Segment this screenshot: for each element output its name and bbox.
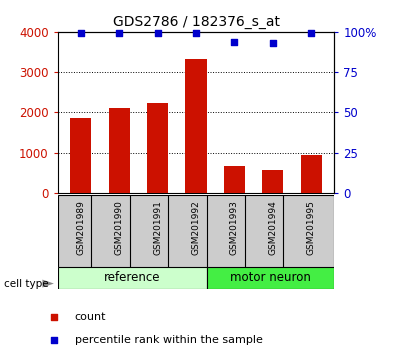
Point bbox=[78, 31, 84, 36]
Text: motor neuron: motor neuron bbox=[230, 272, 311, 284]
Text: GSM201989: GSM201989 bbox=[76, 200, 85, 255]
Text: cell type: cell type bbox=[4, 279, 49, 289]
FancyBboxPatch shape bbox=[58, 267, 207, 289]
Bar bbox=[70, 119, 91, 193]
Text: GSM201994: GSM201994 bbox=[268, 200, 277, 255]
Text: count: count bbox=[75, 312, 106, 322]
Point bbox=[51, 337, 57, 343]
Point bbox=[154, 31, 161, 36]
FancyBboxPatch shape bbox=[58, 195, 334, 267]
Bar bbox=[147, 103, 168, 193]
Bar bbox=[262, 170, 283, 193]
Text: GSM201992: GSM201992 bbox=[191, 200, 201, 255]
Bar bbox=[109, 108, 130, 193]
Point bbox=[231, 39, 238, 44]
Text: GSM201995: GSM201995 bbox=[307, 200, 316, 255]
Bar bbox=[301, 155, 322, 193]
Point bbox=[193, 31, 199, 36]
FancyBboxPatch shape bbox=[207, 267, 334, 289]
Text: percentile rank within the sample: percentile rank within the sample bbox=[75, 335, 263, 345]
Bar bbox=[185, 59, 207, 193]
Text: GSM201991: GSM201991 bbox=[153, 200, 162, 255]
Title: GDS2786 / 182376_s_at: GDS2786 / 182376_s_at bbox=[113, 16, 279, 29]
Point bbox=[116, 31, 122, 36]
Polygon shape bbox=[43, 280, 54, 287]
Point bbox=[308, 31, 314, 36]
Bar bbox=[224, 166, 245, 193]
Text: GSM201993: GSM201993 bbox=[230, 200, 239, 255]
Point bbox=[270, 40, 276, 46]
Text: GSM201990: GSM201990 bbox=[115, 200, 124, 255]
Text: reference: reference bbox=[104, 272, 160, 284]
Point bbox=[51, 314, 57, 320]
